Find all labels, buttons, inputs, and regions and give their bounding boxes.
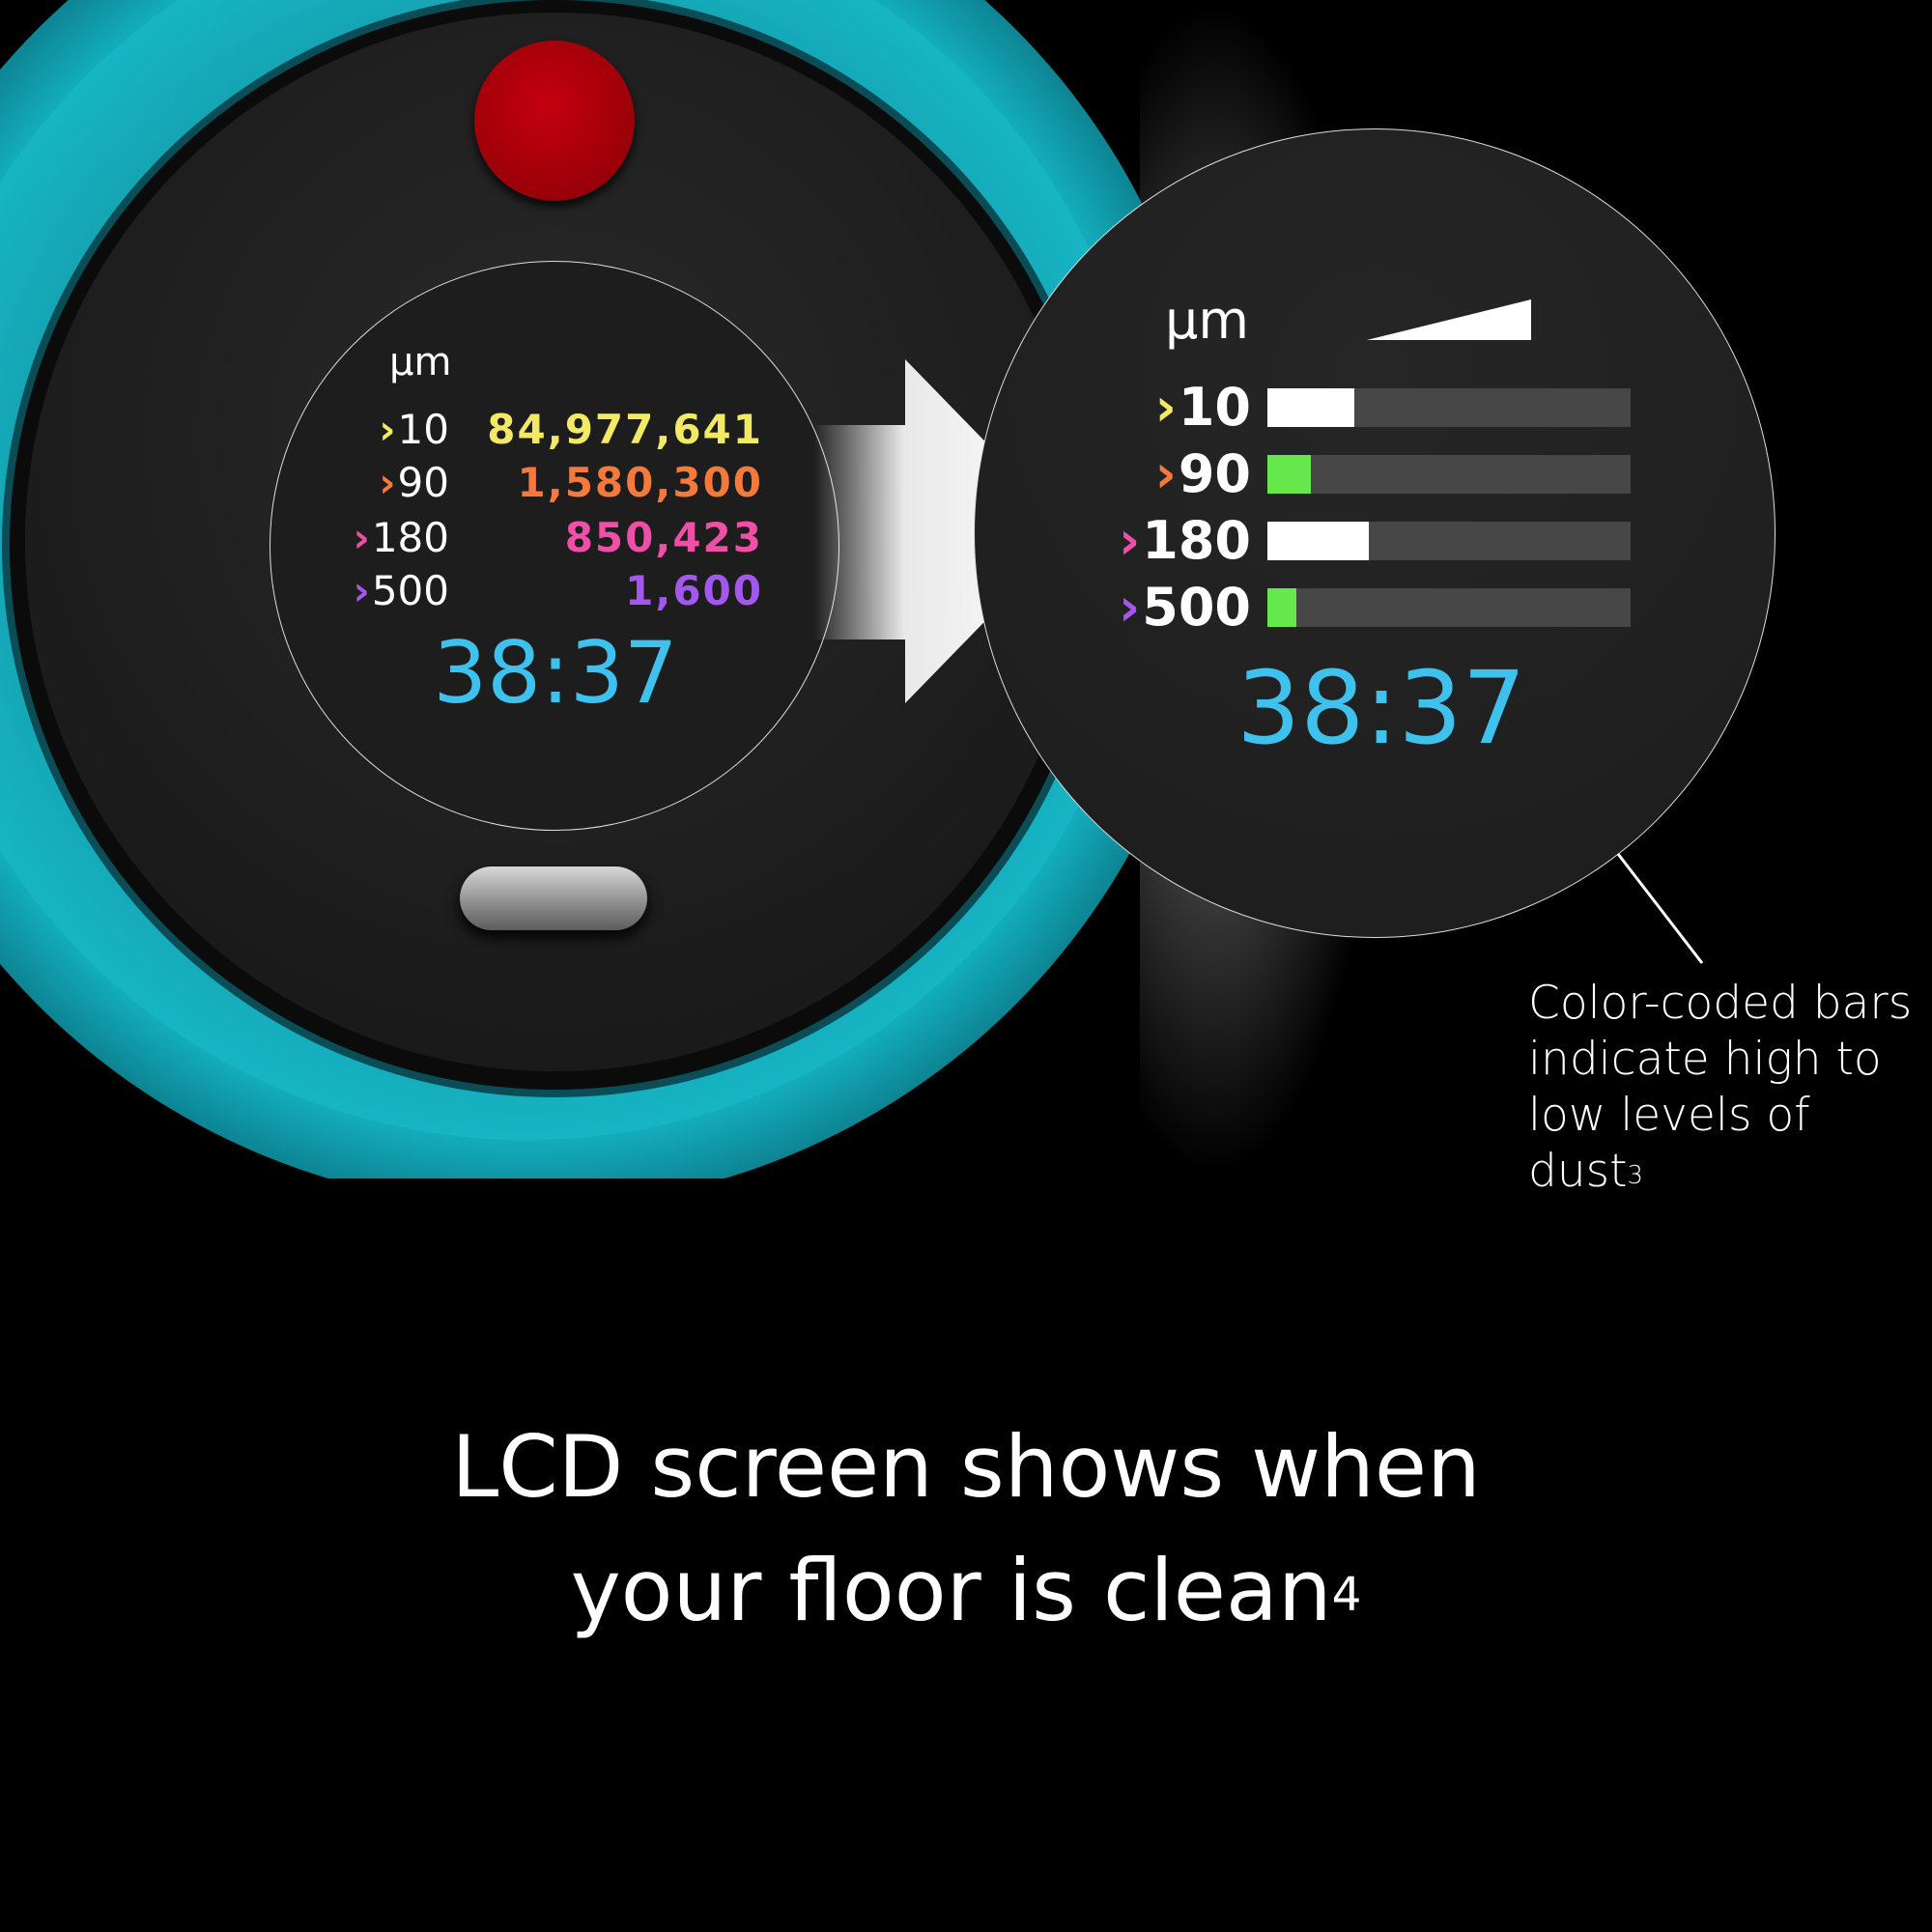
dust-level-fill: [1267, 388, 1355, 427]
size-value: 500: [1142, 577, 1251, 638]
size-label: ›10: [290, 406, 449, 453]
dust-level-bar: [1267, 588, 1631, 627]
size-value: 90: [397, 459, 449, 506]
size-value: 180: [1142, 510, 1251, 571]
dust-level-fill: [1267, 522, 1370, 560]
timer-readout-zoomed: 38:37: [1236, 649, 1526, 767]
callout-text: Color-coded bars indicate high to low le…: [1528, 976, 1932, 1200]
size-value: 500: [371, 567, 449, 614]
dust-level-bar: [1267, 455, 1631, 494]
size-label-zoomed: ›10: [1063, 377, 1251, 438]
chevron-right-icon: ›: [1154, 443, 1177, 504]
size-value: 90: [1178, 443, 1251, 504]
dust-level-fill: [1267, 455, 1312, 494]
chevron-right-icon: ›: [1154, 377, 1177, 438]
particle-count: 850,423: [564, 514, 763, 561]
red-power-button[interactable]: [474, 41, 635, 201]
callout-line-2: indicate high to: [1528, 1033, 1882, 1086]
rising-level-wedge-icon: [1367, 299, 1531, 340]
chevron-right-icon: ›: [1119, 577, 1141, 638]
headline-line-1: LCD screen shows when: [451, 1417, 1481, 1517]
callout-line-1: Color-coded bars: [1528, 977, 1913, 1030]
timer-readout: 38:37: [433, 623, 678, 723]
dust-level-bar: [1267, 388, 1631, 427]
mode-button[interactable]: [460, 867, 647, 930]
chevron-right-icon: ›: [353, 514, 370, 561]
headline-line-2: your floor is clean: [570, 1541, 1332, 1640]
particle-count: 1,600: [625, 567, 763, 614]
particle-count: 84,977,641: [487, 406, 763, 453]
chevron-right-icon: ›: [1119, 510, 1141, 571]
chevron-right-icon: ›: [353, 567, 370, 614]
size-label: ›180: [290, 514, 449, 561]
footnote-marker: 3: [1627, 1161, 1643, 1190]
size-label: ›90: [290, 459, 449, 506]
chevron-right-icon: ›: [379, 459, 396, 506]
size-label-zoomed: ›180: [1063, 510, 1251, 571]
footnote-marker: 4: [1331, 1568, 1362, 1622]
size-value: 10: [397, 406, 449, 453]
unit-label: µm: [389, 340, 452, 384]
unit-label-zoomed: µm: [1165, 290, 1249, 351]
particle-count: 1,580,300: [517, 459, 763, 506]
callout-line-3: low levels of dust: [1528, 1089, 1810, 1198]
size-value: 180: [371, 514, 449, 561]
size-value: 10: [1178, 377, 1251, 438]
chevron-right-icon: ›: [379, 406, 396, 453]
dust-level-fill: [1267, 588, 1297, 627]
size-label-zoomed: ›90: [1063, 443, 1251, 504]
size-label: ›500: [290, 567, 449, 614]
size-label-zoomed: ›500: [1063, 577, 1251, 638]
lcd-screen-small: [270, 261, 839, 831]
dust-level-bar: [1267, 522, 1631, 560]
headline: LCD screen shows when your floor is clea…: [0, 1406, 1932, 1653]
arrow-right-icon: [813, 359, 1072, 703]
